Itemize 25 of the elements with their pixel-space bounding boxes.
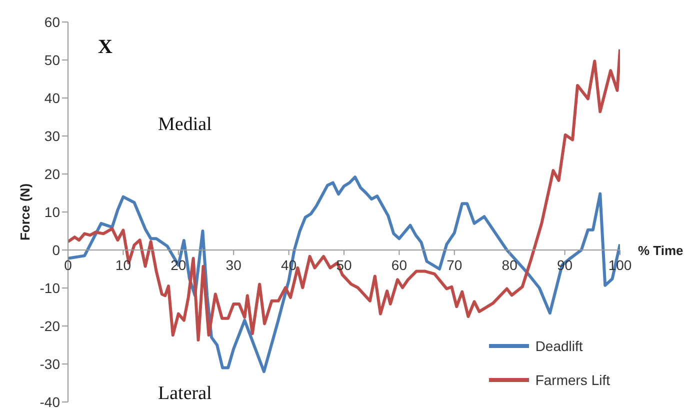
y-tick-label: 10 [44,204,60,220]
annotation: X [98,36,112,59]
y-tick-label: 40 [44,90,60,106]
y-tick-label: 20 [44,166,60,182]
x-tick-label: 10 [115,257,132,273]
legend-label: Farmers Lift [535,372,610,388]
y-tick-label: 0 [52,242,60,258]
x-tick-label: 70 [446,257,462,273]
x-tick-label: 30 [226,257,242,273]
annotation: Lateral [158,383,212,405]
y-tick-label: -30 [40,356,60,372]
y-tick-label: -20 [40,318,60,334]
legend-label: Deadlift [535,338,583,354]
y-tick-label: 50 [44,52,60,68]
y-axis-title: Force (N) [18,183,33,241]
y-tick-label: 60 [44,14,60,30]
y-tick-label: 30 [44,128,60,144]
annotation: Medial [158,114,212,136]
x-tick-label: 0 [64,257,72,273]
x-axis-title: % Time [638,243,684,258]
y-tick-label: -10 [40,280,60,296]
x-tick-label: 20 [170,257,186,273]
x-tick-label: 60 [391,257,408,273]
x-tick-label: 80 [502,257,518,273]
y-tick-label: -40 [40,394,60,410]
